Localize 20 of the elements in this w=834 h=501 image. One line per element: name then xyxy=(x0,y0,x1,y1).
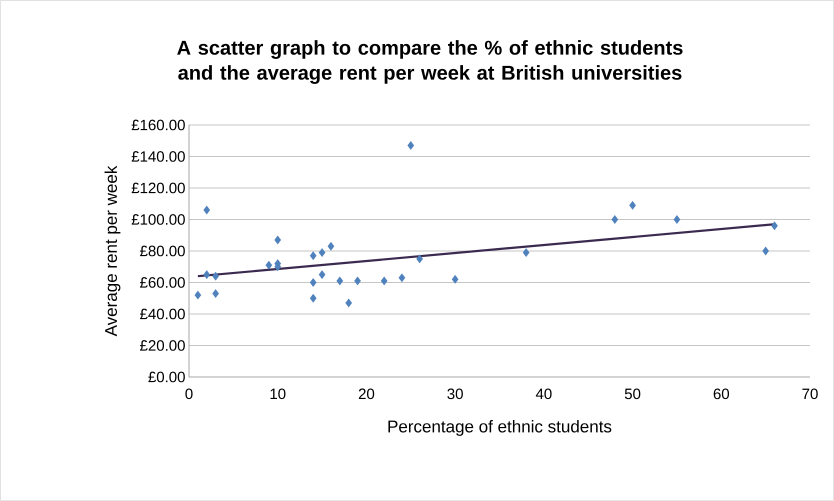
y-tick-label: £140.00 xyxy=(132,151,185,162)
y-axis-title: Average rent per week xyxy=(104,166,120,336)
x-tick-label: 60 xyxy=(714,388,730,400)
y-tick-label: £160.00 xyxy=(132,120,185,130)
y-tick-label: £0.00 xyxy=(148,372,185,382)
y-tick-label: £100.00 xyxy=(132,214,185,225)
x-tick-label: 30 xyxy=(447,388,463,400)
y-tick-label: £120.00 xyxy=(132,182,185,194)
x-tick-label: 50 xyxy=(624,388,640,400)
x-tick-label: 70 xyxy=(802,388,818,400)
y-tick-label: £20.00 xyxy=(140,340,185,351)
x-tick-label: 40 xyxy=(536,388,552,400)
x-tick-label: 10 xyxy=(270,388,286,400)
x-tick-label: 0 xyxy=(185,388,193,400)
x-axis-title: Percentage of ethnic students xyxy=(388,420,612,436)
y-tick-label: £60.00 xyxy=(140,277,185,288)
y-tick-label: £40.00 xyxy=(140,308,185,320)
chart-title: A scatter graph to compare the % of ethnic students and the average rent per week at British universities xyxy=(177,40,683,84)
y-tick-label: £80.00 xyxy=(140,246,185,256)
x-tick-label: 20 xyxy=(358,388,374,400)
